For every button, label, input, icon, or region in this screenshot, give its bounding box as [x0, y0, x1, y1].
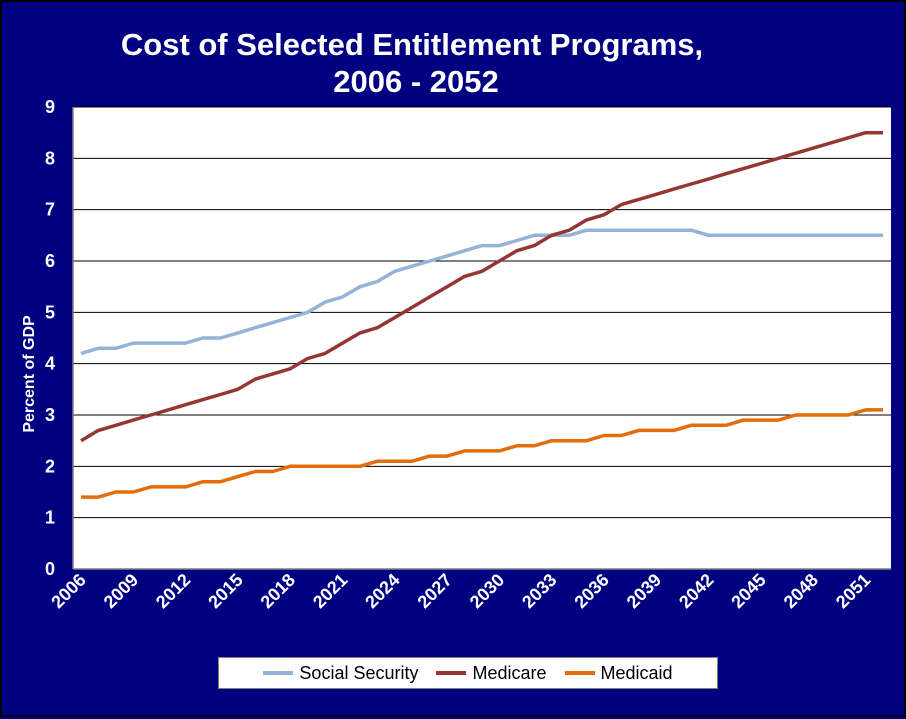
- legend-label: Social Security: [299, 662, 419, 683]
- x-tick-label: 2030: [466, 570, 508, 612]
- x-tick-label: 2048: [780, 570, 822, 612]
- series-line-medicaid: [81, 408, 883, 499]
- x-tick-label: 2021: [309, 570, 351, 612]
- x-tick-label: 2012: [152, 570, 194, 612]
- y-axis-ticks: 0 1 2 3 4 5 6 7 8 9: [45, 97, 55, 579]
- series-lines: [80, 130, 883, 499]
- x-tick-label: 2039: [623, 570, 665, 612]
- y-tick-label: 8: [45, 148, 55, 168]
- x-tick-label: 2027: [413, 570, 455, 612]
- legend-swatch: [564, 671, 595, 675]
- x-tick-label: 2015: [204, 570, 246, 612]
- legend-item-medicare: Medicare: [436, 662, 547, 684]
- legend-item-medicaid: Medicaid: [564, 662, 673, 684]
- y-tick-label: 4: [45, 354, 55, 374]
- x-tick-label: 2045: [727, 570, 769, 612]
- x-axis-ticks: 2006 2009 2012 2015 2018 2021 2024 2027 2030 2033…: [47, 570, 874, 612]
- legend-item-social-security: Social Security: [263, 663, 418, 684]
- legend-label: Medicare: [472, 662, 547, 683]
- x-tick-label: 2024: [361, 570, 403, 612]
- y-tick-label: 1: [45, 508, 55, 528]
- y-tick-label: 3: [45, 405, 55, 425]
- legend-label: Medicaid: [600, 662, 673, 683]
- legend-swatch: [436, 671, 467, 675]
- x-tick-label: 2018: [257, 570, 299, 612]
- y-tick-label: 2: [45, 456, 55, 476]
- y-tick-label: 7: [45, 200, 55, 220]
- y-tick-label: 9: [45, 97, 55, 117]
- y-tick-label: 5: [45, 302, 55, 322]
- x-tick-label: 2009: [100, 570, 142, 612]
- series-line-social-security: [80, 228, 883, 356]
- legend: Social Security Medicare Medicaid: [218, 657, 718, 689]
- x-tick-label: 2036: [570, 570, 612, 612]
- x-tick-label: 2033: [518, 570, 560, 612]
- x-tick-label: 2051: [832, 570, 874, 612]
- y-axis-label: Percent of GDP: [21, 315, 38, 433]
- y-tick-label: 6: [45, 251, 55, 271]
- plot-area: [73, 107, 891, 569]
- chart-title-line-1: Cost of Selected Entitlement Programs,: [120, 27, 704, 62]
- y-tick-label: 0: [45, 559, 55, 579]
- chart-title-line-2: 2006 - 2052: [333, 64, 499, 99]
- x-tick-label: 2042: [675, 570, 717, 612]
- series-line-medicare: [80, 130, 883, 443]
- legend-swatch: [263, 671, 294, 675]
- grid-lines: [72, 106, 891, 570]
